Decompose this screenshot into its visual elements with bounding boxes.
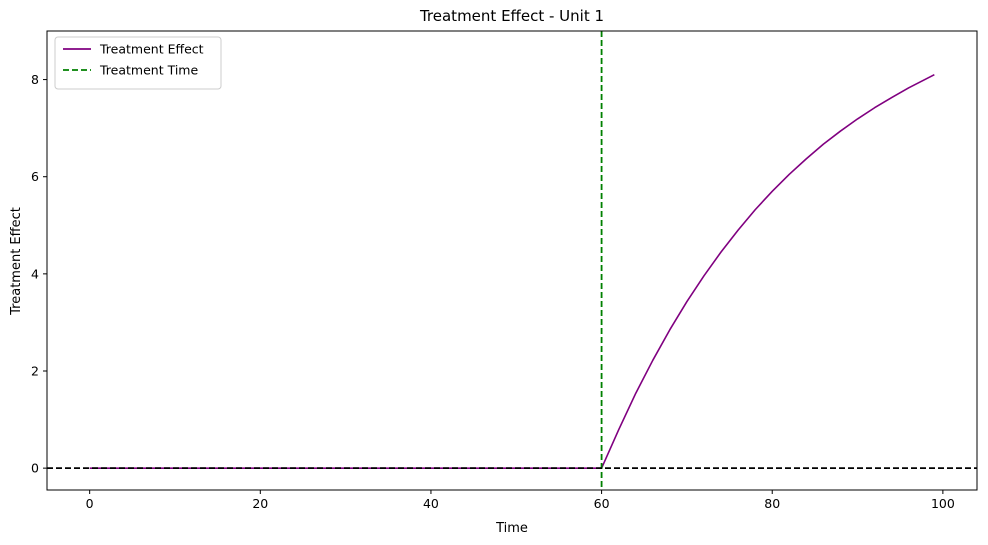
legend-box bbox=[54, 36, 222, 90]
y-tick-label: 4 bbox=[31, 266, 39, 281]
legend-label: Treatment Time bbox=[99, 63, 198, 78]
plot-area bbox=[46, 30, 978, 491]
x-tick-label: 80 bbox=[764, 496, 780, 511]
legend: Treatment Effect Treatment Time bbox=[54, 36, 222, 90]
y-tick-label: 0 bbox=[31, 461, 39, 476]
x-tick-label: 100 bbox=[931, 496, 955, 511]
legend-label: Treatment Effect bbox=[99, 42, 204, 57]
treatment-effect-line bbox=[89, 73, 935, 469]
plot-series bbox=[47, 31, 977, 490]
x-axis-label: Time bbox=[495, 521, 528, 536]
x-tick-label: 40 bbox=[423, 496, 439, 511]
x-axis: 0 20 40 60 80 100 bbox=[86, 490, 955, 511]
x-tick-label: 60 bbox=[594, 496, 610, 511]
y-axis: 0 2 4 6 8 bbox=[31, 72, 47, 476]
x-tick-label: 20 bbox=[252, 496, 268, 511]
plot-frame bbox=[46, 30, 978, 491]
y-tick-label: 8 bbox=[31, 72, 39, 87]
y-tick-label: 6 bbox=[31, 169, 39, 184]
chart-title: Treatment Effect - Unit 1 bbox=[419, 7, 604, 25]
x-tick-label: 0 bbox=[86, 496, 94, 511]
y-axis-label: Treatment Effect bbox=[9, 207, 24, 316]
y-tick-label: 2 bbox=[31, 364, 39, 379]
